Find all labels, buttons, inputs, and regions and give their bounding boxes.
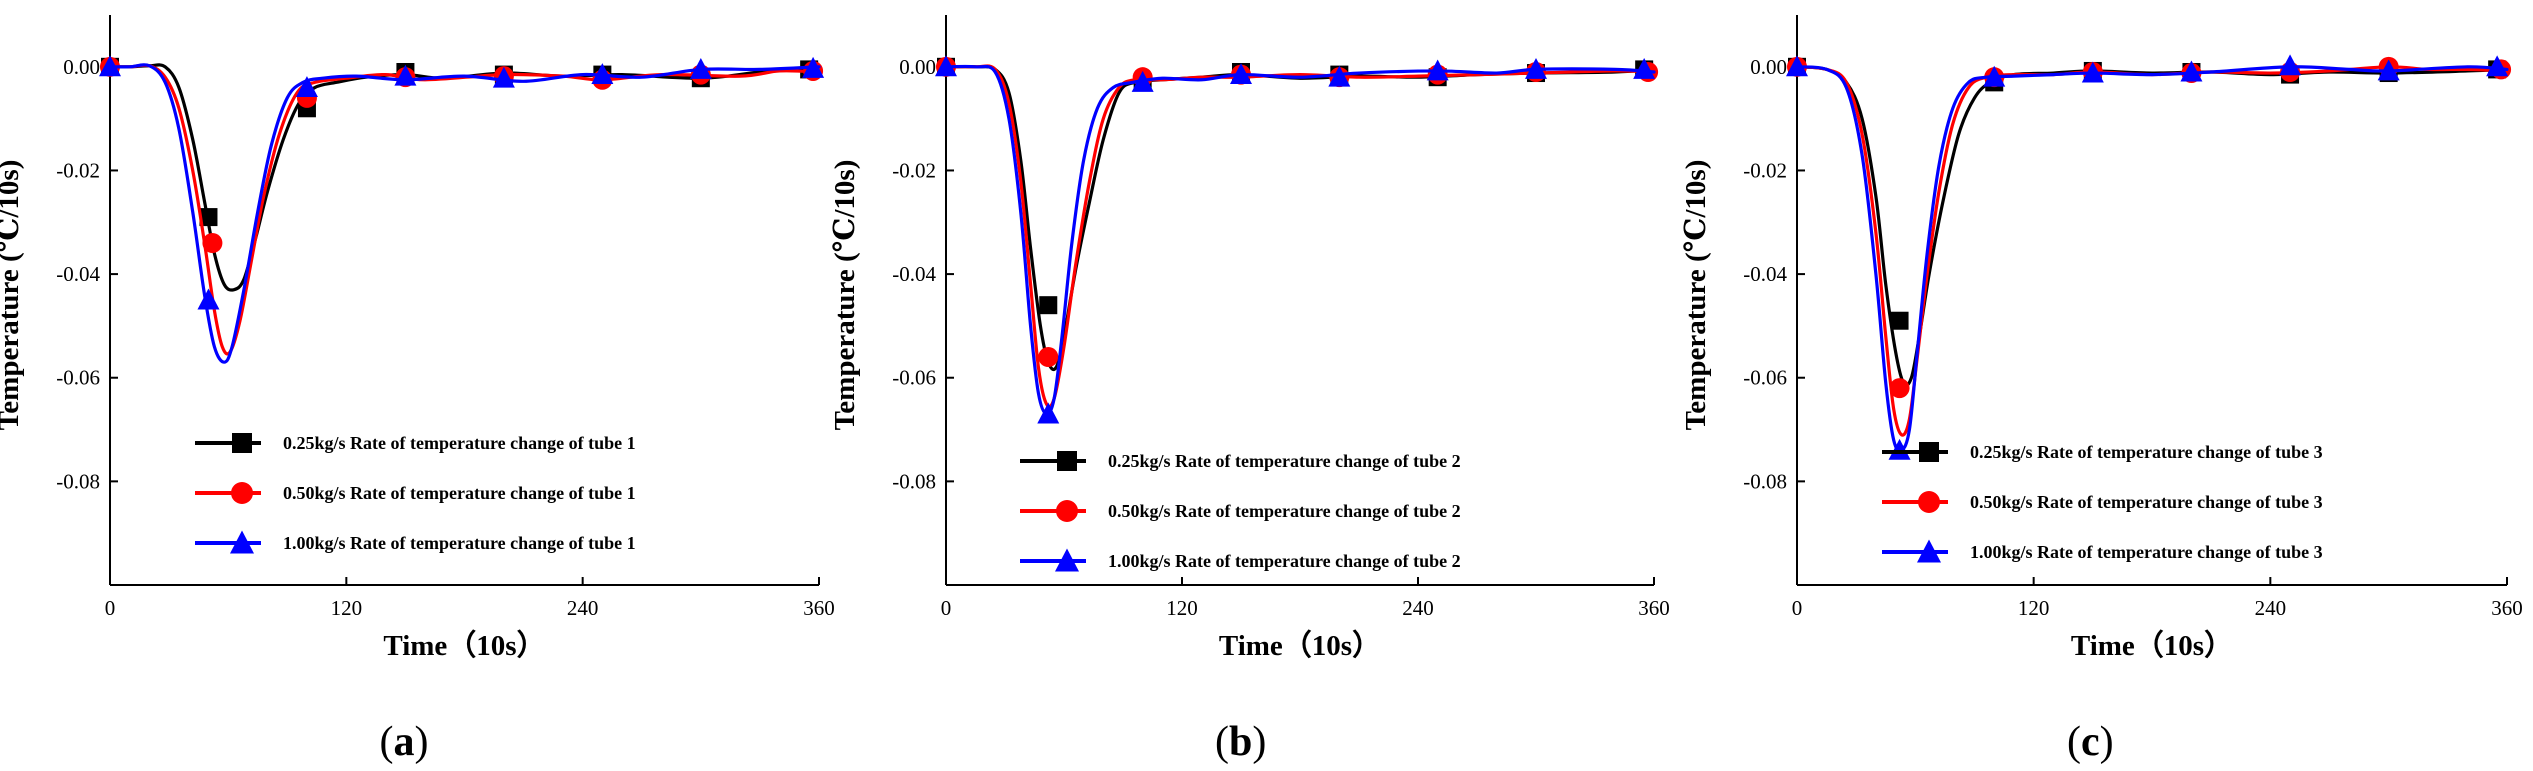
data-marker	[1038, 347, 1059, 367]
y-axis-title: Temperature (℃/10s)	[829, 160, 861, 431]
y-tick-label: -0.04	[56, 262, 100, 286]
y-tick-label: 0.00	[899, 55, 936, 79]
data-marker	[492, 66, 515, 88]
x-tick-label: 120	[2018, 596, 2050, 620]
y-tick-label: 0.00	[63, 55, 100, 79]
legend-marker	[230, 530, 254, 554]
data-marker	[1525, 57, 1547, 79]
x-axis-title: Time（10s）	[1219, 629, 1381, 662]
series-line	[944, 64, 1656, 409]
data-marker	[295, 76, 318, 97]
y-tick-label: 0.00	[1750, 55, 1787, 79]
data-marker	[1131, 70, 1154, 92]
series-line	[108, 63, 821, 292]
panel-c: 0 120 240 360 0.00 -0.02 -0.04 -0.06 -0.08 Time（1…	[1680, 15, 2523, 765]
y-tick-label: -0.06	[1743, 366, 1787, 390]
legend-marker	[1919, 442, 1939, 462]
x-tick-label: 0	[1792, 596, 1803, 620]
y-tick-label: -0.06	[56, 366, 100, 390]
y-axis-title: Temperature (℃/10s)	[0, 160, 25, 431]
x-tick-label: 240	[567, 596, 599, 620]
x-tick-label: 360	[1638, 596, 1670, 620]
legend-label: 0.25kg/s Rate of temperature change of t…	[1970, 442, 2323, 462]
data-marker	[394, 64, 417, 86]
y-tick-label: -0.02	[892, 158, 936, 182]
legend-label: 1.00kg/s Rate of temperature change of t…	[283, 533, 636, 553]
panel-b: 0 120 240 360 0.00 -0.02 -0.04 -0.06 -0.08 Time（1…	[829, 15, 1670, 765]
data-marker	[2377, 59, 2400, 81]
data-marker	[1786, 55, 1808, 77]
data-marker	[1328, 65, 1351, 87]
data-marker	[1888, 438, 1911, 460]
data-marker	[2081, 61, 2104, 83]
data-marker	[802, 56, 825, 78]
data-marker	[1426, 59, 1449, 81]
series-line	[1795, 65, 2509, 387]
x-tick-label: 0	[105, 596, 116, 620]
x-axis-title: Time（10s）	[383, 629, 545, 662]
y-tick-label: -0.04	[1743, 262, 1787, 286]
legend-label: 0.50kg/s Rate of temperature change of t…	[1108, 501, 1461, 521]
data-marker	[2180, 60, 2203, 82]
panel-label: (b)	[1215, 719, 1266, 765]
y-tick-label: -0.02	[1743, 158, 1787, 182]
legend-marker	[1056, 500, 1078, 522]
panel-a: 0 120 240 360 0.00 -0.02 -0.04 -0.06 -0.08 Time（1…	[0, 15, 835, 765]
legend-marker	[232, 433, 252, 453]
data-marker	[202, 233, 223, 253]
x-tick-label: 120	[331, 596, 363, 620]
series-line	[1795, 65, 2509, 437]
data-marker	[197, 288, 220, 310]
data-marker	[1039, 296, 1058, 315]
data-marker	[1037, 402, 1060, 424]
legend-label: 1.00kg/s Rate of temperature change of t…	[1970, 542, 2323, 562]
y-tick-label: -0.08	[56, 469, 100, 493]
panel-letter: a	[394, 719, 415, 765]
legend-marker	[231, 482, 253, 504]
series-line	[944, 65, 1656, 372]
x-tick-label: 360	[803, 596, 835, 620]
panel-letter: c	[2081, 719, 2100, 765]
data-marker	[2486, 55, 2509, 77]
legend-label: 0.25kg/s Rate of temperature change of t…	[283, 433, 636, 453]
data-marker	[1890, 311, 1909, 330]
legend-marker	[1918, 491, 1940, 513]
legend-marker	[1055, 548, 1079, 572]
y-tick-label: -0.04	[892, 262, 936, 286]
data-marker	[935, 55, 957, 77]
x-tick-label: 240	[1402, 596, 1434, 620]
y-tick-label: -0.02	[56, 158, 100, 182]
legend-marker	[1057, 451, 1077, 471]
data-marker	[1889, 378, 1910, 399]
data-marker	[2279, 54, 2302, 76]
panel-letter: b	[1229, 719, 1252, 765]
y-tick-label: -0.08	[1743, 469, 1787, 493]
data-marker	[689, 57, 712, 79]
legend-label: 1.00kg/s Rate of temperature change of t…	[1108, 551, 1461, 571]
data-marker	[1983, 65, 2006, 87]
data-marker	[1230, 63, 1252, 85]
panel-label: (c)	[2067, 719, 2114, 765]
data-marker	[591, 63, 614, 85]
legend-label: 0.50kg/s Rate of temperature change of t…	[1970, 492, 2323, 512]
panel-label: (a)	[380, 719, 429, 765]
x-tick-label: 360	[2491, 596, 2523, 620]
legend-marker	[1917, 539, 1941, 563]
y-tick-label: -0.06	[892, 366, 936, 390]
x-axis-title: Time（10s）	[2071, 629, 2233, 662]
y-tick-label: -0.08	[892, 469, 936, 493]
legend-label: 0.25kg/s Rate of temperature change of t…	[1108, 451, 1461, 471]
data-marker	[99, 55, 121, 77]
data-marker	[1633, 57, 1656, 79]
data-marker	[199, 208, 218, 227]
series-line	[108, 63, 821, 364]
x-tick-label: 0	[941, 596, 952, 620]
y-axis-title: Temperature (℃/10s)	[1680, 160, 1712, 431]
x-tick-label: 120	[1166, 596, 1198, 620]
legend-label: 0.50kg/s Rate of temperature change of t…	[283, 483, 636, 503]
x-tick-label: 240	[2255, 596, 2287, 620]
